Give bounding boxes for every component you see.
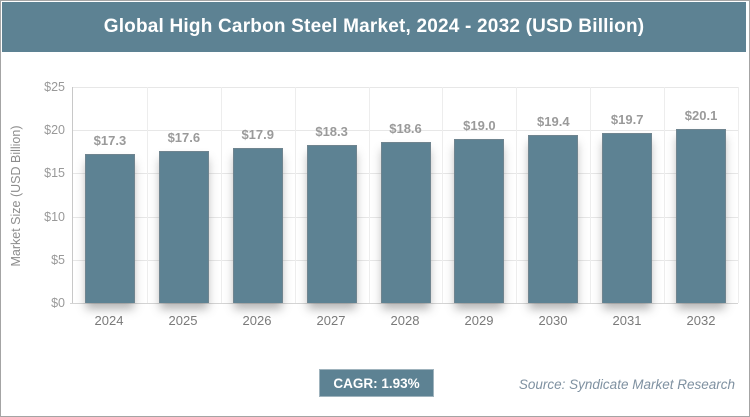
bar-2031 xyxy=(602,132,653,303)
bar-value-label: $17.6 xyxy=(167,129,201,145)
plot-area: $17.3 $17.6 $17.9 $18.3 $18.6 $19.0 $19.4 $19.7… xyxy=(70,87,739,304)
bar-value-label: $17.9 xyxy=(241,127,274,143)
bar-2032 xyxy=(676,129,727,303)
y-tick-label: $25 xyxy=(44,80,65,94)
y-tick-label: $0 xyxy=(51,296,65,310)
bar-value-label: $19.0 xyxy=(463,117,496,133)
bar-2030 xyxy=(528,135,579,303)
y-tick-label: $15 xyxy=(44,166,65,181)
gridline-vertical xyxy=(664,87,666,303)
y-tick-label: $20 xyxy=(44,123,65,138)
gridline-vertical xyxy=(368,87,370,303)
x-axis-label-2027: 2027 xyxy=(316,313,346,328)
bar-column-2030: $19.4 xyxy=(516,87,590,303)
bar-2025 xyxy=(158,150,209,303)
bar-value-label: $18.6 xyxy=(389,121,422,137)
source-text: Source: Syndicate Market Research xyxy=(518,377,735,392)
bar-column-2024: $17.3 xyxy=(73,87,147,303)
gridline-vertical xyxy=(516,87,518,303)
chart-title-bar: Global High Carbon Steel Market, 2024 - … xyxy=(2,2,746,52)
bar-2028 xyxy=(380,142,431,303)
gridline-vertical xyxy=(590,87,592,303)
bar-column-2025: $17.6 xyxy=(147,87,221,303)
x-axis-labels: 2024 2025 2026 2027 2028 2029 2030 2031 2032 xyxy=(72,313,738,328)
x-axis-label-2030: 2030 xyxy=(538,313,568,328)
bar-value-label: $17.3 xyxy=(93,132,127,148)
x-axis-line xyxy=(70,303,738,304)
x-axis-label-2026: 2026 xyxy=(242,313,272,328)
gridline-vertical xyxy=(146,87,148,303)
gridline-horizontal xyxy=(73,87,738,88)
cagr-badge: CAGR: 1.93% xyxy=(319,369,434,397)
bar-2026 xyxy=(232,148,283,303)
bar-value-label: $19.4 xyxy=(537,114,570,130)
bar-column-2026: $17.9 xyxy=(221,87,295,303)
bar-2024 xyxy=(84,153,135,303)
y-tick-label: $10 xyxy=(44,209,65,224)
gridline-vertical xyxy=(442,87,444,303)
x-axis-label-2028: 2028 xyxy=(390,313,420,328)
x-axis-label-2032: 2032 xyxy=(686,313,716,328)
bar-column-2032: $20.1 xyxy=(664,87,738,303)
gridline-vertical xyxy=(220,87,222,303)
bar-column-2028: $18.6 xyxy=(369,87,443,303)
bar-column-2029: $19.0 xyxy=(442,87,516,303)
bar-value-label: $18.3 xyxy=(315,123,348,139)
bar-value-label: $20.1 xyxy=(684,108,718,124)
gridline-vertical xyxy=(738,87,739,303)
bar-column-2027: $18.3 xyxy=(295,87,369,303)
y-tick-label: $5 xyxy=(51,252,65,267)
bar-column-2031: $19.7 xyxy=(590,87,664,303)
x-axis-label-2025: 2025 xyxy=(168,313,198,328)
bar-value-label: $19.7 xyxy=(610,111,644,127)
x-axis-label-2024: 2024 xyxy=(94,313,124,328)
bar-2029 xyxy=(454,138,505,303)
gridline-horizontal xyxy=(73,130,738,132)
x-axis-label-2031: 2031 xyxy=(612,313,642,328)
bar-2027 xyxy=(306,144,357,303)
chart-title: Global High Carbon Steel Market, 2024 - … xyxy=(103,16,645,37)
bar-columns: $17.3 $17.6 $17.9 $18.3 $18.6 $19.0 $19.4 $19.7… xyxy=(73,87,738,303)
gridline-vertical xyxy=(294,87,296,303)
x-axis-label-2029: 2029 xyxy=(464,313,494,328)
